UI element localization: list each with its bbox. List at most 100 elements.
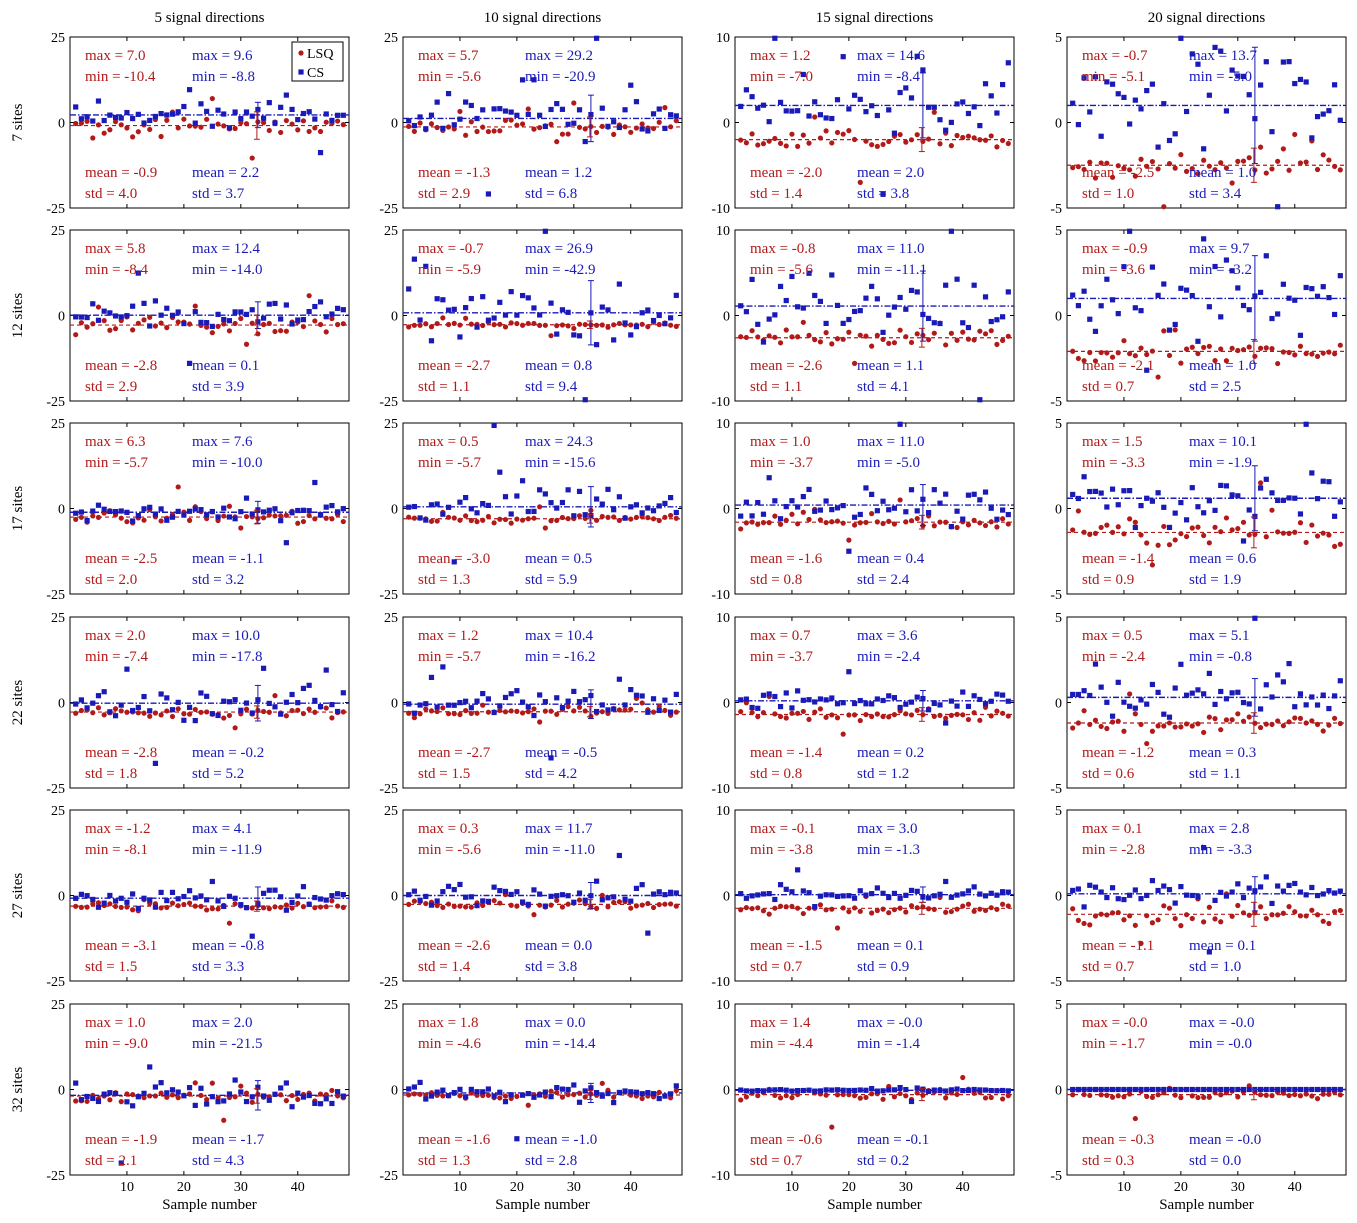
lsq-point <box>766 911 772 917</box>
lsq-point <box>1081 166 1087 173</box>
row-label: 32 sites <box>10 1067 26 1113</box>
lsq-point <box>249 905 255 911</box>
cs-point <box>147 323 153 329</box>
lsq-point <box>1257 1092 1264 1098</box>
cs-point <box>411 1084 417 1090</box>
lsq-point <box>554 1089 560 1096</box>
lsq-point <box>599 123 605 129</box>
cs-point <box>1218 688 1224 695</box>
cs-point <box>611 894 617 900</box>
cs-mean-label: mean = 1.2 <box>525 165 592 181</box>
lsq-point <box>1178 923 1184 929</box>
lsq-point <box>891 907 898 913</box>
cs-point <box>215 898 221 904</box>
cs-point <box>857 308 863 314</box>
lsq-point <box>445 711 452 717</box>
lsq-point <box>130 1091 136 1098</box>
cs-point <box>463 494 469 501</box>
lsq-point <box>497 128 503 134</box>
cs-point <box>840 502 846 509</box>
lsq-point <box>107 327 113 333</box>
cs-point <box>743 1088 749 1094</box>
cs-point <box>668 709 674 715</box>
cs-max-label: max = 14.6 <box>857 48 926 64</box>
lsq-point <box>497 707 503 714</box>
cs-point <box>795 504 801 510</box>
cs-point <box>112 898 119 904</box>
y-tick-label: -10 <box>711 1169 730 1184</box>
cs-point <box>537 891 543 897</box>
cs-point <box>118 115 124 121</box>
cs-point <box>468 894 474 900</box>
cs-std-label: std = 3.8 <box>857 186 909 202</box>
lsq-point <box>1303 159 1309 165</box>
cs-point <box>1109 81 1116 87</box>
y-tick-label: 5 <box>1055 417 1062 432</box>
lsq-point <box>186 517 193 523</box>
lsq-point <box>1178 1095 1184 1101</box>
lsq-point <box>1166 905 1173 911</box>
lsq-point <box>760 520 767 526</box>
lsq-point <box>1326 1091 1332 1097</box>
lsq-point <box>755 334 761 340</box>
y-tick-label: -10 <box>711 975 730 990</box>
cs-point <box>1155 887 1161 894</box>
lsq-point <box>1332 163 1338 170</box>
cs-point <box>937 320 943 327</box>
lsq-point <box>406 324 412 330</box>
lsq-mean-label: mean = -1.1 <box>1082 938 1154 954</box>
lsq-std-label: std = 0.3 <box>1082 1153 1134 1169</box>
cs-point <box>323 897 329 903</box>
lsq-point <box>1218 727 1224 733</box>
cs-point <box>834 97 841 103</box>
cs-point <box>1149 878 1156 884</box>
cs-point <box>457 116 463 122</box>
cs-point <box>147 117 153 124</box>
cs-point <box>1218 889 1224 895</box>
lsq-point <box>954 711 960 717</box>
cs-point <box>628 1089 634 1095</box>
cs-point <box>519 292 526 299</box>
cs-point <box>565 121 571 127</box>
lsq-point <box>1189 915 1195 922</box>
lsq-point <box>537 322 543 329</box>
lsq-point <box>1257 144 1264 150</box>
cs-point <box>1269 1086 1275 1093</box>
cs-point <box>440 664 446 670</box>
cs-point <box>772 35 778 41</box>
lsq-point <box>497 516 503 522</box>
lsq-point <box>559 1094 566 1100</box>
lsq-point <box>289 121 295 127</box>
lsq-point <box>749 905 755 912</box>
cs-point <box>1223 1086 1230 1093</box>
cs-point <box>243 495 250 501</box>
lsq-point <box>857 520 863 526</box>
lsq-point <box>817 339 824 345</box>
lsq-point <box>943 909 949 915</box>
cs-point <box>817 507 824 513</box>
cs-point <box>1070 1086 1076 1093</box>
cs-point <box>525 704 531 710</box>
lsq-point <box>278 328 284 334</box>
cs-point <box>73 510 79 516</box>
lsq-point <box>777 340 784 346</box>
cs-point <box>1127 487 1133 494</box>
lsq-point <box>238 315 244 322</box>
lsq-point <box>559 322 566 328</box>
cs-mean-label: mean = 0.6 <box>1189 551 1257 567</box>
cs-point <box>948 1087 954 1093</box>
cs-point <box>789 705 795 711</box>
lsq-point <box>130 327 136 333</box>
cs-point <box>897 895 903 901</box>
cs-point <box>1000 889 1006 895</box>
lsq-point <box>1005 521 1011 527</box>
cs-point <box>988 318 994 325</box>
lsq-point <box>238 525 244 531</box>
lsq-max-label: max = 0.5 <box>418 434 479 450</box>
lsq-point <box>755 521 761 527</box>
lsq-point <box>628 322 634 328</box>
lsq-point <box>783 715 789 721</box>
cs-mean-label: mean = -0.0 <box>1189 1132 1261 1148</box>
lsq-std-label: std = 1.1 <box>418 379 470 395</box>
